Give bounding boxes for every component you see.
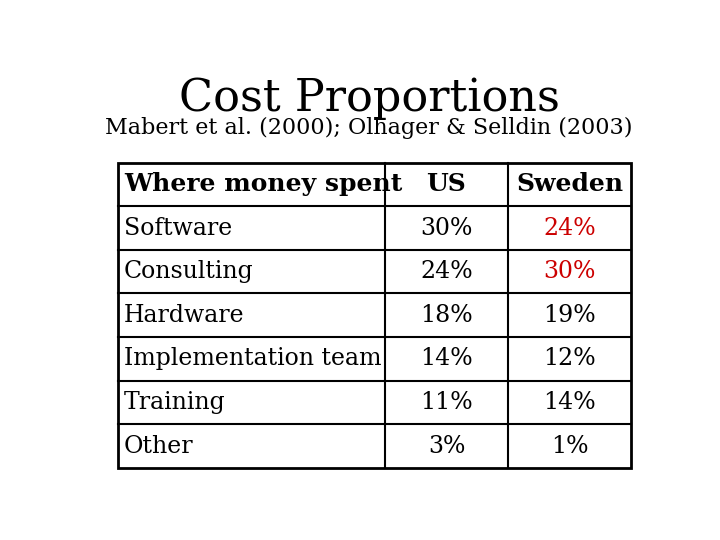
Text: 14%: 14%	[420, 347, 473, 370]
Text: Mabert et al. (2000); Olhager & Selldin (2003): Mabert et al. (2000); Olhager & Selldin …	[105, 117, 633, 139]
Text: Cost Proportions: Cost Proportions	[179, 77, 559, 120]
Text: Software: Software	[124, 217, 233, 240]
Text: Other: Other	[124, 435, 194, 458]
Text: 3%: 3%	[428, 435, 465, 458]
Text: 30%: 30%	[544, 260, 596, 283]
Text: Hardware: Hardware	[124, 304, 245, 327]
Text: 24%: 24%	[544, 217, 596, 240]
Text: 30%: 30%	[420, 217, 472, 240]
Text: 24%: 24%	[420, 260, 473, 283]
Text: Sweden: Sweden	[516, 172, 624, 197]
Text: 18%: 18%	[420, 304, 473, 327]
Text: Where money spent: Where money spent	[124, 172, 402, 197]
Text: US: US	[426, 172, 467, 197]
Text: 14%: 14%	[544, 391, 596, 414]
Text: 19%: 19%	[544, 304, 596, 327]
Text: Implementation team: Implementation team	[124, 347, 382, 370]
Text: 11%: 11%	[420, 391, 473, 414]
Text: Training: Training	[124, 391, 226, 414]
Text: Consulting: Consulting	[124, 260, 254, 283]
Text: 1%: 1%	[551, 435, 588, 458]
Text: 12%: 12%	[544, 347, 596, 370]
